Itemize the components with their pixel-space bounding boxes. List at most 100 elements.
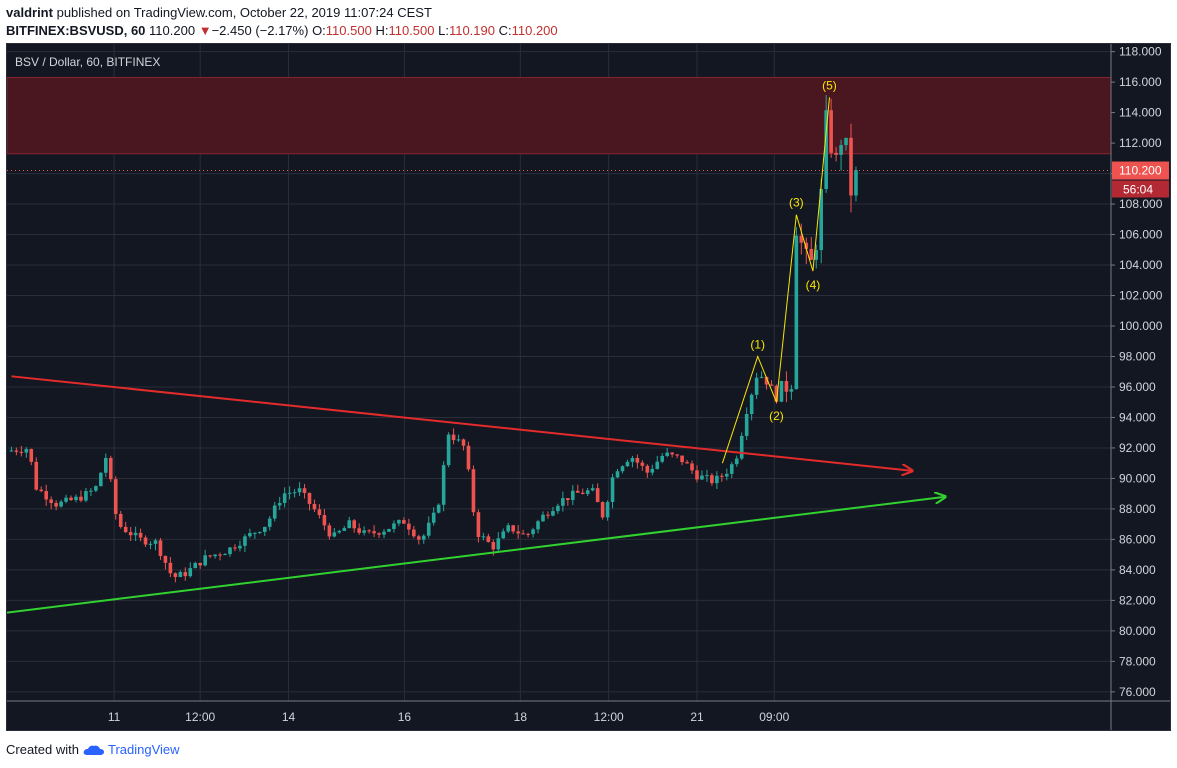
- high-value: 110.500: [388, 23, 435, 38]
- candle-body: [19, 451, 24, 453]
- y-tick-label: 104.000: [1119, 258, 1163, 272]
- candle-body: [734, 458, 739, 465]
- candle-body: [59, 501, 63, 507]
- resistance-zone-rect: [7, 77, 1112, 155]
- candle-body: [99, 472, 103, 487]
- y-tick-label: 82.000: [1119, 593, 1156, 607]
- candle-body: [595, 488, 600, 503]
- change-value: −2.450 (−2.17%): [211, 23, 309, 38]
- candle-body: [774, 385, 779, 402]
- candle-body: [253, 532, 257, 534]
- candle-body: [739, 435, 744, 459]
- candle-body: [29, 449, 34, 462]
- candle-body: [809, 248, 814, 260]
- candle-body: [178, 572, 183, 578]
- publish-line: valdrint published on TradingView.com, O…: [6, 4, 1171, 22]
- candle-body: [337, 530, 342, 533]
- candle-body: [9, 450, 14, 452]
- candle-body: [844, 137, 848, 146]
- x-tick-label: 21: [690, 710, 704, 724]
- candle-body: [94, 486, 98, 491]
- x-tick-label: 11: [108, 710, 121, 724]
- candle-body: [561, 498, 565, 506]
- candle-body: [292, 492, 297, 494]
- candle-body: [531, 529, 535, 535]
- candle-body: [183, 572, 188, 577]
- candle-body: [277, 502, 282, 506]
- low-label: L:: [438, 23, 449, 38]
- axes: 76.000 78.000 80.000 82.000 84.000 86.000 88.0…: [7, 44, 1170, 730]
- candle-body: [799, 235, 804, 243]
- candle-body: [511, 525, 515, 532]
- candle-body: [153, 540, 158, 544]
- trendlines[interactable]: [7, 375, 945, 614]
- candle-body: [89, 490, 93, 492]
- author-link[interactable]: valdrint: [6, 5, 53, 20]
- y-tick-label: 112.000: [1119, 136, 1162, 150]
- candle-body: [223, 554, 227, 556]
- x-tick-label: 18: [514, 710, 528, 724]
- candle-body: [342, 528, 347, 531]
- candle-body: [516, 531, 520, 534]
- candle-body: [387, 528, 391, 532]
- candle-body: [39, 489, 44, 492]
- candle-body: [635, 457, 640, 463]
- candle-body: [312, 503, 317, 510]
- descending-resistance-line[interactable]: [11, 375, 912, 471]
- candle-body: [168, 562, 173, 574]
- candle-body: [839, 145, 843, 155]
- candle-body: [213, 554, 217, 557]
- candle-body: [764, 376, 769, 385]
- candle-body: [496, 538, 501, 550]
- candle-body: [729, 464, 734, 474]
- price-chart[interactable]: (1) (2) (3) (4) (5) 76.000 78.000 80.000 82.000…: [7, 44, 1170, 730]
- current-price-badge: [1112, 161, 1169, 180]
- candle-body: [590, 488, 595, 491]
- candle-body: [685, 462, 689, 464]
- candle-body: [456, 439, 461, 441]
- candle-body: [367, 530, 371, 532]
- y-tick-label: 76.000: [1119, 685, 1156, 699]
- candle-body: [824, 110, 828, 190]
- candle-body: [208, 555, 212, 557]
- x-tick-label: 12:00: [185, 710, 215, 724]
- candle-body: [54, 502, 58, 507]
- candle-body: [118, 513, 123, 527]
- candle-body: [421, 535, 426, 540]
- candle-body: [79, 496, 83, 501]
- candle-body: [233, 547, 237, 549]
- close-label: C:: [498, 23, 512, 38]
- last-price: 110.200: [149, 23, 196, 38]
- candle-body: [248, 533, 252, 537]
- wave-label: (1): [750, 337, 765, 351]
- y-tick-label: 90.000: [1119, 471, 1156, 485]
- candle-body: [332, 532, 337, 537]
- candle-body: [749, 394, 754, 415]
- candle-body: [158, 540, 163, 556]
- candle-body: [854, 170, 858, 196]
- elliott-wave-path[interactable]: [721, 97, 830, 464]
- chart-panel[interactable]: (1) (2) (3) (4) (5) 76.000 78.000 80.000 82.000…: [6, 43, 1171, 731]
- candle-body: [143, 537, 148, 545]
- candle-body: [660, 455, 665, 462]
- y-tick-label: 92.000: [1119, 441, 1156, 455]
- candle-body: [243, 536, 247, 546]
- cloud-icon: [83, 745, 104, 755]
- candle-body: [680, 455, 684, 463]
- candle-body: [744, 414, 749, 436]
- high-label: H:: [375, 23, 389, 38]
- ascending-support-line[interactable]: [7, 497, 945, 614]
- open-label: O:: [312, 23, 326, 38]
- candle-body: [546, 514, 550, 516]
- candle-body: [665, 452, 669, 456]
- tradingview-logo[interactable]: TradingView: [83, 741, 180, 759]
- candle-body: [138, 532, 143, 538]
- candle-body: [362, 530, 366, 533]
- candle-body: [272, 505, 277, 519]
- candle-body: [819, 189, 823, 251]
- y-tick-label: 80.000: [1119, 624, 1156, 638]
- candle-body: [476, 512, 481, 537]
- candle-body: [123, 526, 128, 533]
- candle-body: [188, 568, 193, 577]
- elliott-wave[interactable]: (1) (2) (3) (4) (5): [721, 78, 837, 464]
